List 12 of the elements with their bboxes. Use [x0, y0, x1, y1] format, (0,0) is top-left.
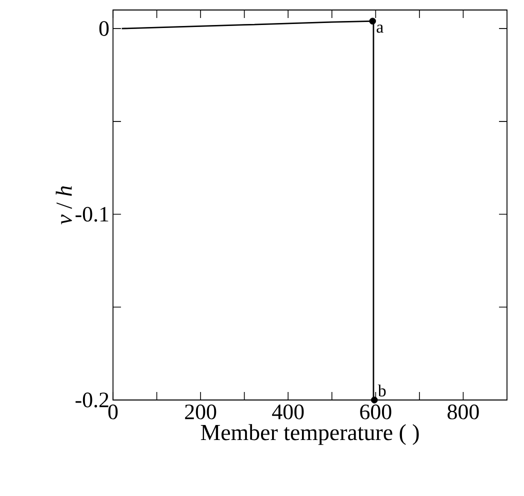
annotation: b — [378, 384, 386, 396]
y-axis-title: v / h — [56, 186, 72, 224]
x-tick-label: 0 — [108, 404, 118, 420]
x-tick-label: 400 — [272, 404, 304, 420]
x-tick-label: 200 — [185, 404, 216, 420]
y-tick-label: 0 — [99, 21, 109, 36]
annotation: a — [376, 24, 384, 33]
y-tick-label: -0.1 — [76, 206, 108, 222]
x-axis-title: Member temperature ( ) — [200, 424, 419, 445]
y-tick-label: -0.2 — [76, 392, 108, 408]
x-tick-label: 800 — [448, 404, 479, 420]
x-tick-label: 600 — [360, 404, 392, 420]
